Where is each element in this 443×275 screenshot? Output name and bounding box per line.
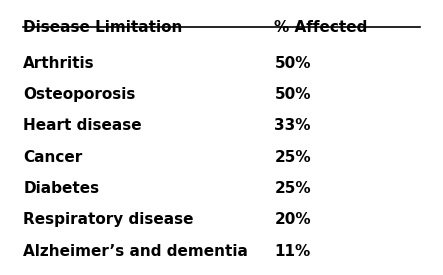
Text: 50%: 50%: [274, 56, 311, 71]
Text: Diabetes: Diabetes: [23, 181, 100, 196]
Text: Arthritis: Arthritis: [23, 56, 95, 71]
Text: 25%: 25%: [274, 181, 311, 196]
Text: 50%: 50%: [274, 87, 311, 102]
Text: Heart disease: Heart disease: [23, 119, 142, 133]
Text: % Affected: % Affected: [274, 20, 368, 35]
Text: 25%: 25%: [274, 150, 311, 165]
Text: Cancer: Cancer: [23, 150, 83, 165]
Text: 20%: 20%: [274, 212, 311, 227]
Text: Alzheimer’s and dementia: Alzheimer’s and dementia: [23, 244, 248, 259]
Text: Respiratory disease: Respiratory disease: [23, 212, 194, 227]
Text: Disease Limitation: Disease Limitation: [23, 20, 183, 35]
Text: Osteoporosis: Osteoporosis: [23, 87, 136, 102]
Text: 11%: 11%: [274, 244, 311, 259]
Text: 33%: 33%: [274, 119, 311, 133]
